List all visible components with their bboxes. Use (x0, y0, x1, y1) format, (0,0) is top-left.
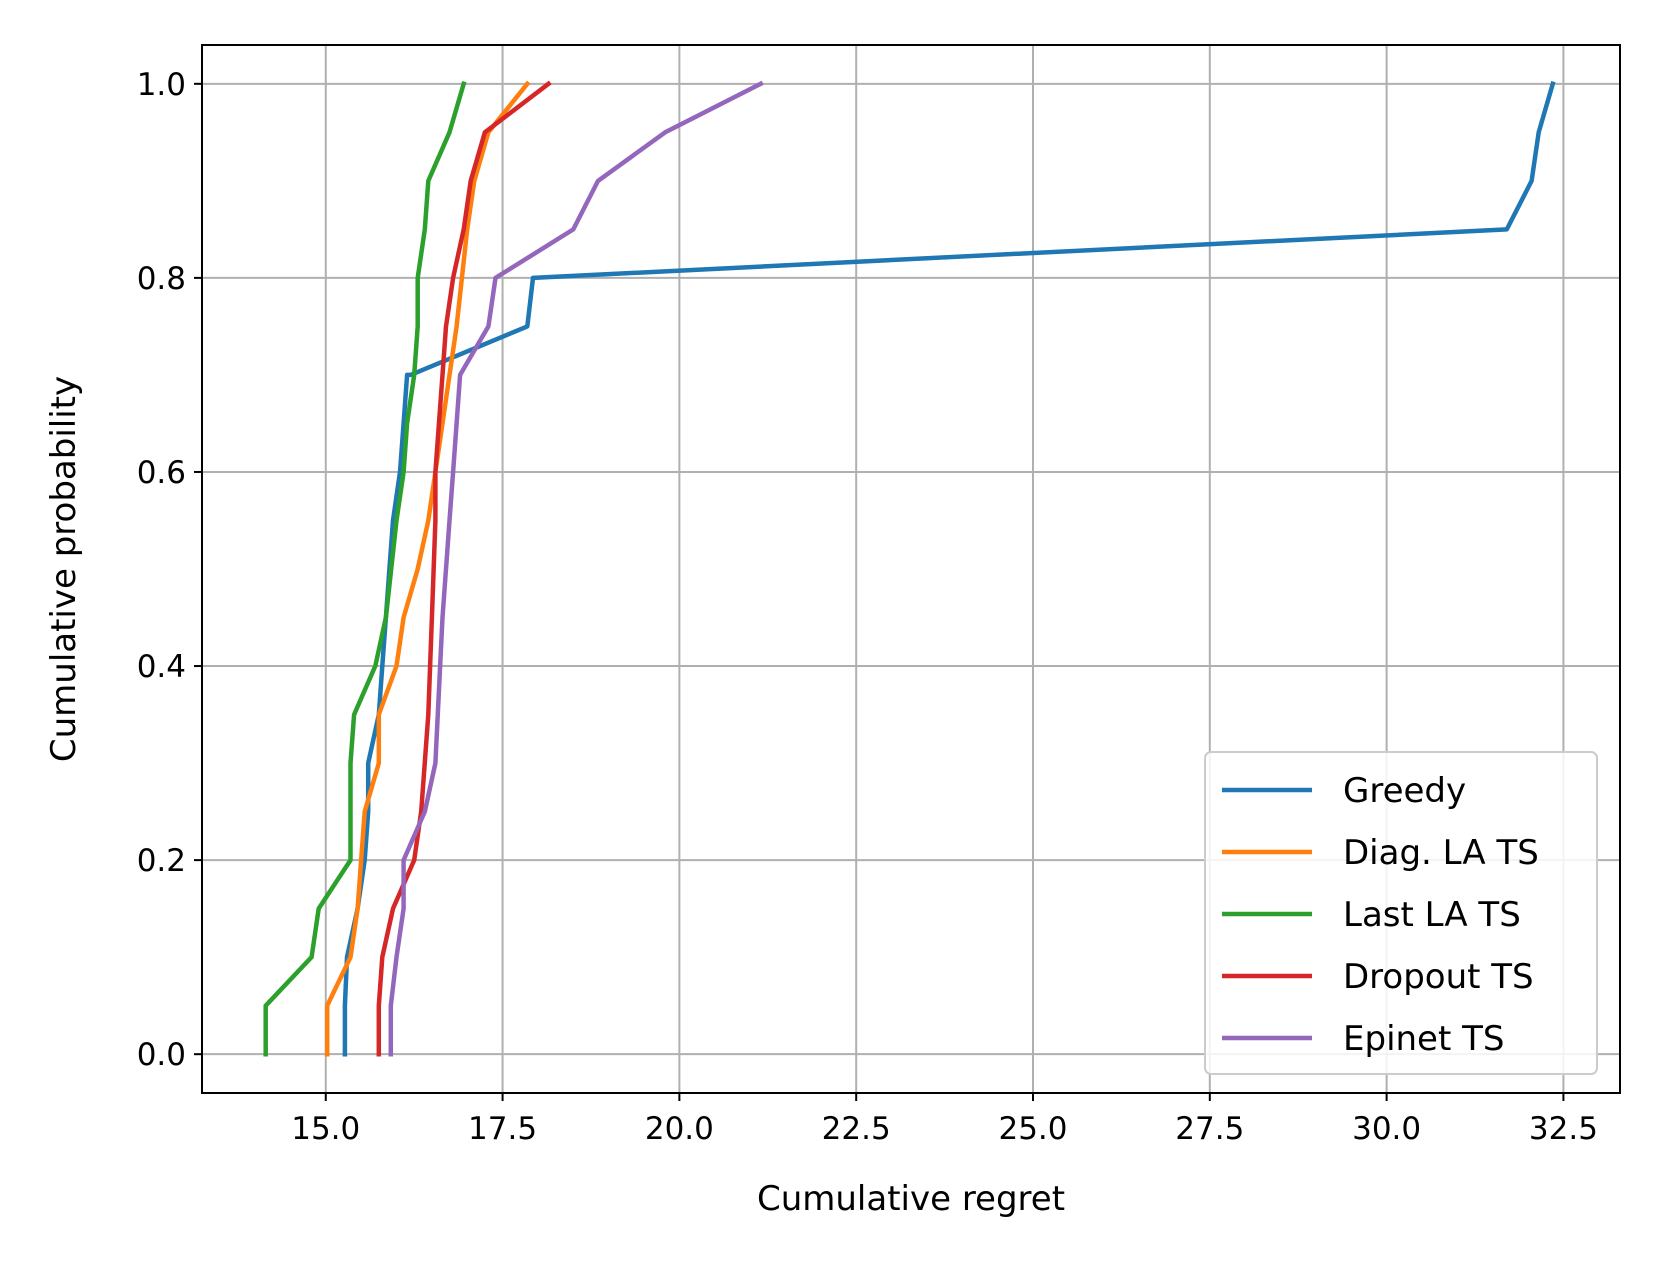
x-tick-label: 25.0 (998, 1111, 1067, 1147)
y-tick-label: 0.8 (137, 261, 186, 297)
x-axis-label: Cumulative regret (757, 1179, 1065, 1219)
y-tick-label: 1.0 (137, 67, 186, 103)
legend-label-epinet-ts: Epinet TS (1343, 1019, 1504, 1059)
y-tick-label: 0.0 (137, 1037, 186, 1073)
x-tick-label: 32.5 (1529, 1111, 1598, 1147)
x-tick-label: 27.5 (1175, 1111, 1244, 1147)
series-line-epinet-ts (388, 80, 764, 1057)
legend-label-dropout-ts: Dropout TS (1343, 957, 1534, 997)
x-tick-label: 17.5 (468, 1111, 537, 1147)
legend-label-diag-la-ts: Diag. LA TS (1343, 833, 1539, 873)
y-tick-label: 0.2 (137, 843, 186, 879)
legend: Greedy Diag. LA TS Last LA TS Dropout TS Epi… (1204, 751, 1598, 1075)
tick-layer: 15.0 17.5 20.0 22.5 25.0 27.5 30.0 32.5 0.0 0.2 0.… (137, 67, 1598, 1147)
x-tick-label: 22.5 (822, 1111, 891, 1147)
series-layer (263, 80, 1556, 1057)
legend-frame (1204, 751, 1598, 1075)
legend-label-greedy: Greedy (1343, 771, 1466, 811)
series-line-diag-la-ts (324, 80, 531, 1057)
plot-frame (201, 44, 1621, 1094)
x-tick-label: 30.0 (1352, 1111, 1421, 1147)
series-line-dropout-ts (376, 80, 552, 1057)
x-tick-label: 20.0 (645, 1111, 714, 1147)
y-tick-label: 0.6 (137, 455, 186, 491)
series-line-last-la-ts (263, 81, 467, 1057)
y-tick-label: 0.4 (137, 649, 186, 685)
x-tick-label: 15.0 (291, 1111, 360, 1147)
legend-label-last-la-ts: Last LA TS (1343, 895, 1521, 935)
y-axis-label: Cumulative probability (44, 376, 84, 762)
